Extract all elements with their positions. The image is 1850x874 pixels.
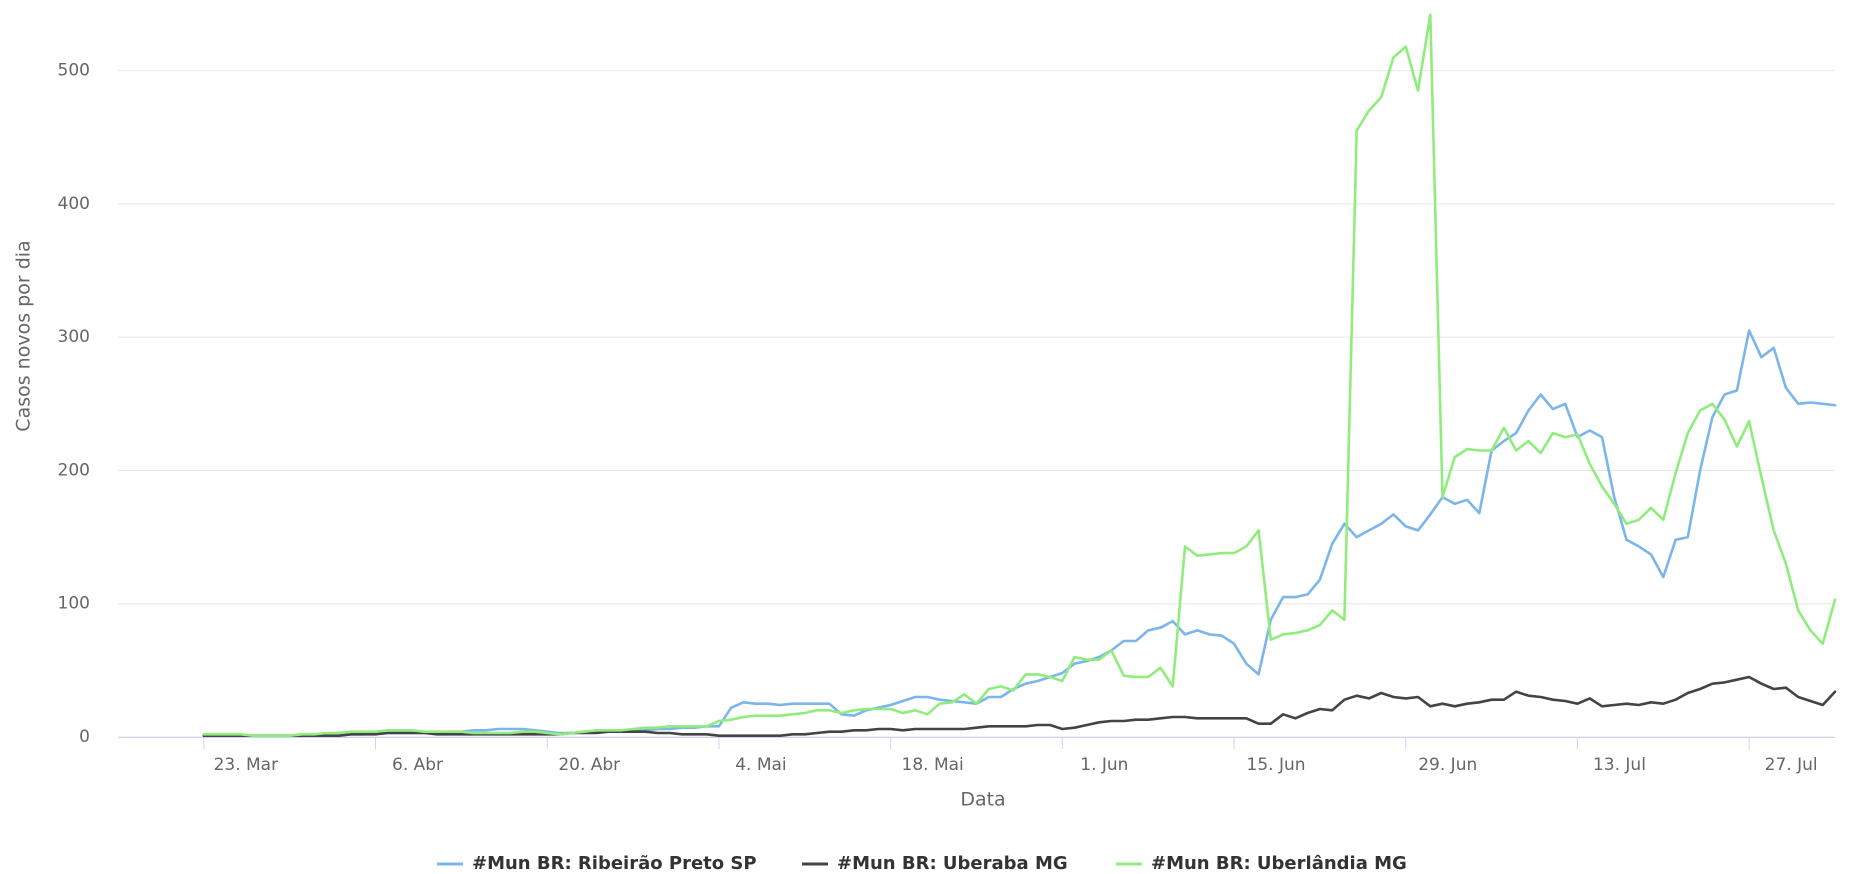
x-tick-label: 18. Mai [902, 755, 964, 775]
x-tick-label: 6. Abr [392, 755, 443, 775]
x-tick-label: 1. Jun [1080, 755, 1128, 775]
x-tick-label: 15. Jun [1247, 755, 1306, 775]
x-tick-label: 13. Jul [1593, 755, 1646, 775]
legend-label: #Mun BR: Uberlândia MG [1151, 853, 1407, 874]
y-tick-label: 0 [79, 727, 90, 747]
y-axis-title: Casos novos por dia [13, 240, 35, 431]
legend-label: #Mun BR: Ribeirão Preto SP [472, 853, 757, 874]
x-tick-label: 20. Abr [558, 755, 620, 775]
y-tick-label: 200 [58, 460, 90, 480]
x-tick-label: 4. Mai [735, 755, 786, 775]
y-tick-label: 300 [58, 327, 90, 347]
x-tick-label: 23. Mar [214, 755, 279, 775]
y-tick-label: 400 [58, 194, 90, 214]
x-tick-label: 27. Jul [1765, 755, 1818, 775]
legend-label: #Mun BR: Uberaba MG [837, 853, 1068, 874]
y-tick-label: 100 [58, 594, 90, 614]
series-line [202, 329, 1837, 737]
x-tick-label: 29. Jun [1418, 755, 1477, 775]
series-line [202, 13, 1837, 737]
x-axis-title: Data [960, 789, 1005, 811]
y-tick-label: 500 [58, 61, 90, 81]
